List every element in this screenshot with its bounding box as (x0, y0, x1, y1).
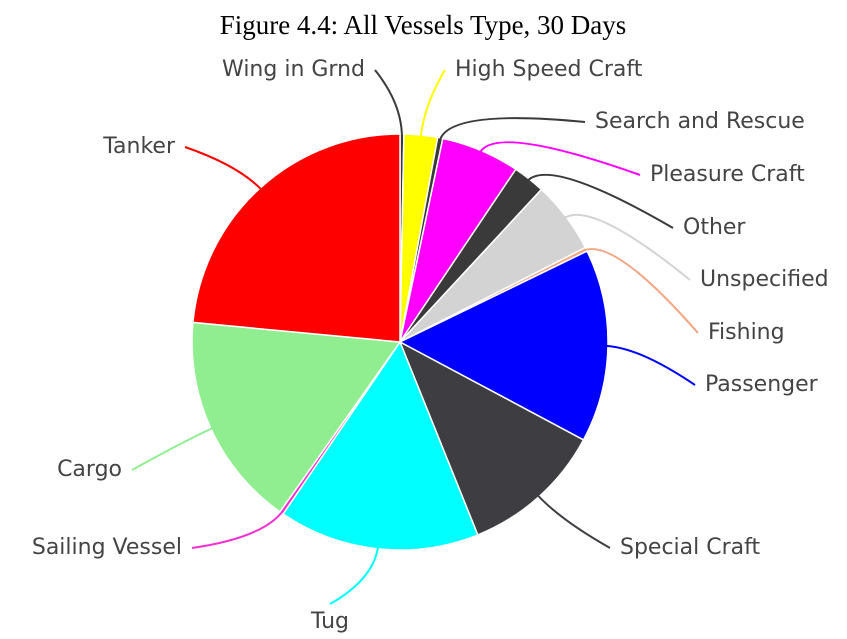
leader-line (438, 117, 586, 143)
leader-line (419, 69, 446, 140)
leader-line (535, 493, 611, 549)
leader-line (478, 141, 641, 176)
leader-line (562, 213, 691, 281)
chart-title: Figure 4.4: All Vessels Type, 30 Days (220, 10, 627, 40)
slice-label: Search and Rescue (595, 109, 805, 134)
slice-label: Sailing Vessel (32, 535, 182, 560)
pie-slice (192, 133, 401, 343)
leader-line (374, 69, 403, 139)
leader-line (131, 426, 216, 471)
slice-label: Pleasure Craft (650, 162, 805, 187)
leader-line (184, 146, 264, 192)
slice-label: Tanker (102, 134, 176, 159)
leader-line (603, 344, 696, 386)
slice-label: Cargo (57, 457, 122, 482)
leader-line (525, 173, 674, 229)
slice-label: Fishing (708, 320, 785, 345)
leader-line (582, 248, 699, 334)
slice-label: Unspecified (700, 267, 829, 292)
slice-label: Passenger (705, 372, 819, 397)
leader-line (329, 544, 380, 605)
leader-line (191, 509, 285, 549)
slice-label: Wing in Grnd (222, 57, 365, 82)
slice-label: Other (683, 215, 746, 240)
slice-label: Tug (310, 609, 349, 634)
slice-label: High Speed Craft (455, 57, 643, 82)
slice-label: Special Craft (620, 535, 761, 560)
